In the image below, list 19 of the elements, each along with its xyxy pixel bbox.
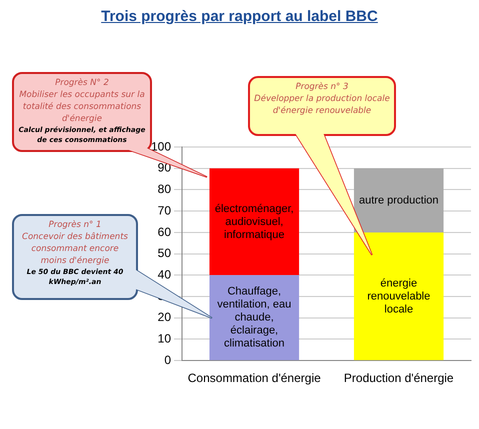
chart-title: Trois progrès par rapport au label BBC [100,8,379,25]
x-tick-label: Consommation d'énergie [188,371,322,386]
y-tick-label: 0 [164,352,172,367]
series-label: autre production [359,194,439,206]
series-label: énergie renouvelable locale [367,277,430,316]
x-tick-label: Production d'énergie [344,371,454,386]
text: Progrès n° 3 Développer la production locale d'énergie renouvelable [254,81,390,117]
y-tick-label: 70 [158,203,172,218]
y-tick-label: 100 [150,139,172,154]
y-tick-label: 50 [158,246,172,260]
y-tick-label: 20 [158,310,172,324]
y-tick-label: 10 [158,332,172,346]
y-tick-label: 40 [158,267,172,282]
series-label: Chauffage, ventilation, eau chaude, éclairage, climatisation [217,286,292,350]
series-label: électroménager, audiovisuel, informatique [214,202,294,241]
y-tick-label: 60 [158,224,172,239]
text: Progrès n° 1 Concevoir des bâtiments consommant encore moins d'énergie [21,219,129,267]
text: Progrès N° 2 Mobiliser les occupants sur la totalité des consommations d'énergie [18,77,146,125]
y-tick-label: 80 [158,182,172,196]
